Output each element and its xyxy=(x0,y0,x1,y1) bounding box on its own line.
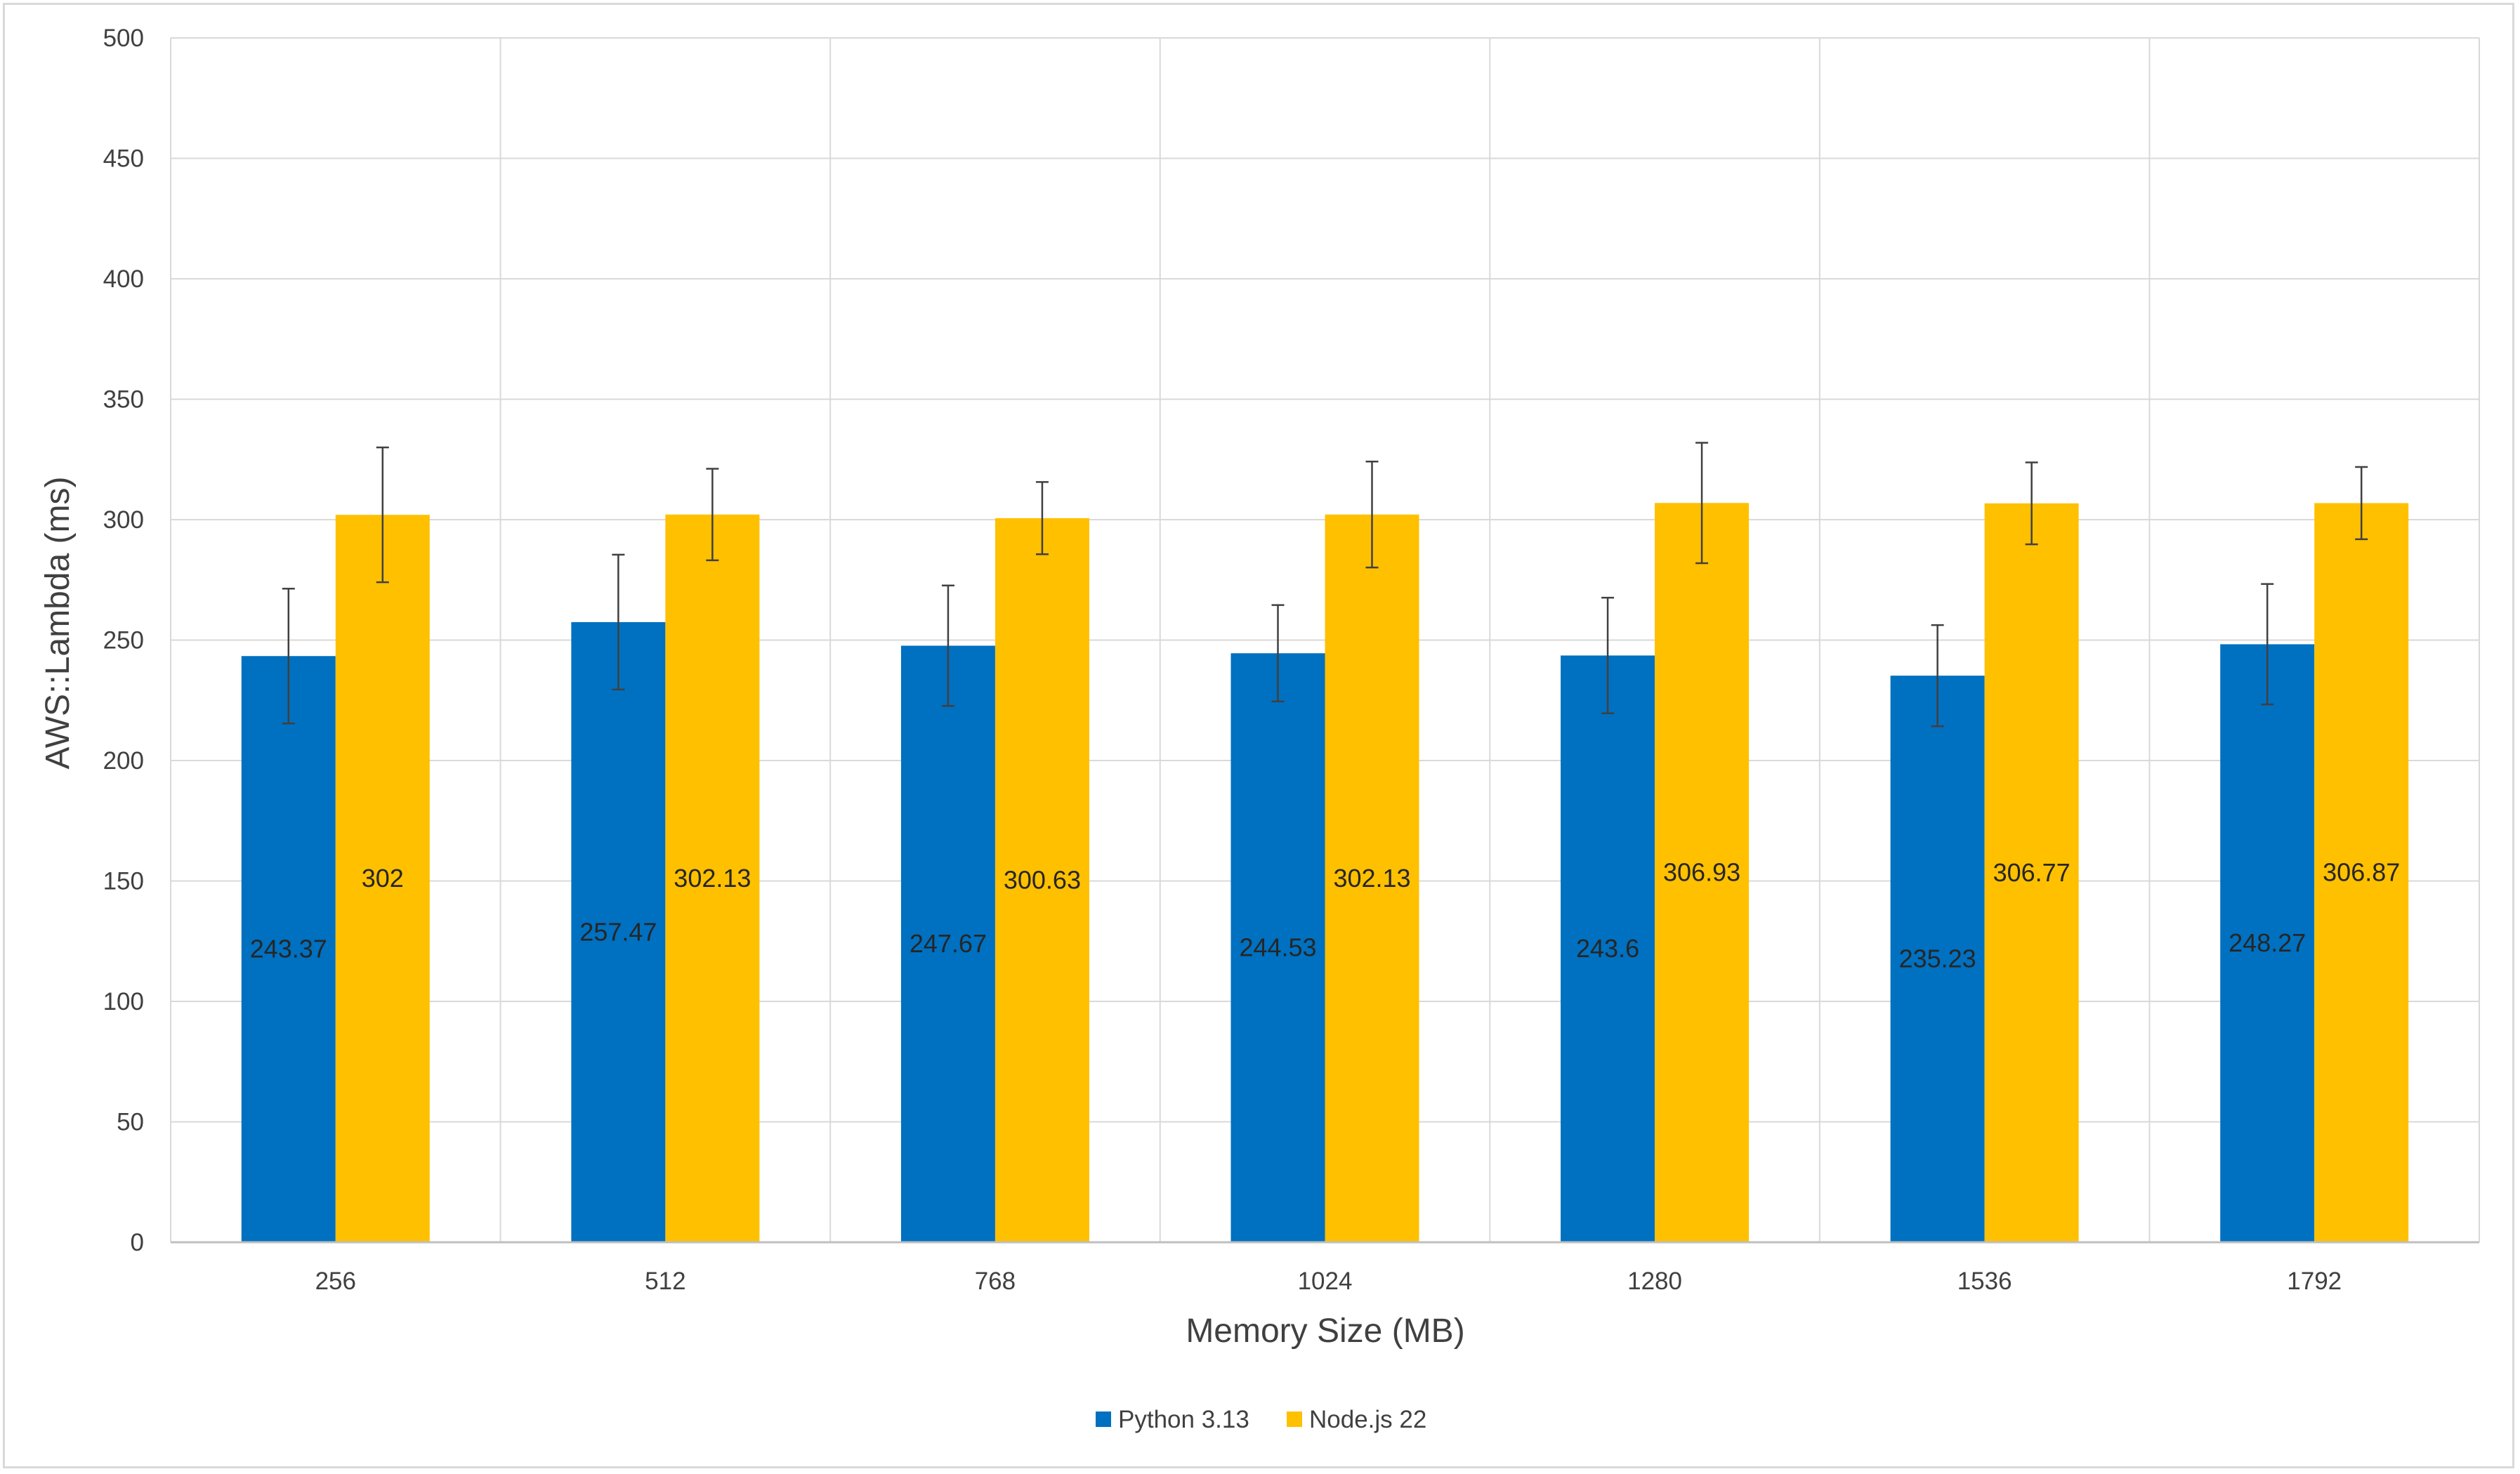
y-axis-title: AWS::Lambda (ms) xyxy=(39,477,77,770)
x-tick-label: 1280 xyxy=(1627,1268,1682,1295)
bar xyxy=(2220,644,2315,1242)
data-label: 257.47 xyxy=(579,917,657,946)
axes: 0 50 100 150 200 250 300 350 400 450 500 256 512 768 1… xyxy=(103,25,2479,1295)
gridlines xyxy=(170,37,2480,1242)
bar xyxy=(1890,676,1985,1242)
bar xyxy=(241,656,336,1242)
y-tick-label: 350 xyxy=(103,386,144,414)
y-tick-label: 300 xyxy=(103,506,144,534)
legend-label-python: Python 3.13 xyxy=(1118,1406,1249,1433)
bar xyxy=(1655,503,1750,1242)
data-label: 300.63 xyxy=(1004,865,1081,894)
legend-swatch-nodejs xyxy=(1287,1412,1302,1427)
x-tick-label: 1792 xyxy=(2287,1268,2342,1295)
bar xyxy=(900,645,995,1242)
data-label: 306.87 xyxy=(2323,858,2400,887)
data-label: 302 xyxy=(362,864,404,893)
y-tick-label: 250 xyxy=(103,627,144,654)
bar xyxy=(2314,503,2409,1242)
error-bars xyxy=(282,442,2368,728)
data-label: 302.13 xyxy=(1333,864,1410,893)
data-labels: 243.37 257.47 247.67 244.53 243.6 235.23 248.2… xyxy=(250,858,2401,973)
y-tick-label: 150 xyxy=(103,868,144,895)
x-tick-label: 1536 xyxy=(1957,1268,2012,1295)
data-label: 243.37 xyxy=(250,935,327,963)
y-tick-label: 450 xyxy=(103,145,144,173)
bar xyxy=(335,515,430,1242)
data-label: 244.53 xyxy=(1239,933,1316,962)
y-tick-label: 0 xyxy=(131,1229,144,1256)
legend-label-nodejs: Node.js 22 xyxy=(1309,1406,1426,1433)
data-label: 247.67 xyxy=(910,929,987,958)
data-label: 302.13 xyxy=(674,864,751,893)
data-label: 306.77 xyxy=(1993,858,2071,887)
y-tick-label: 100 xyxy=(103,988,144,1015)
data-label: 306.93 xyxy=(1663,858,1740,887)
bars xyxy=(241,503,2409,1243)
x-tick-label: 768 xyxy=(975,1268,1016,1295)
x-axis-title: Memory Size (MB) xyxy=(1186,1312,1464,1350)
legend: Python 3.13 Node.js 22 xyxy=(1096,1406,1426,1433)
legend-swatch-python xyxy=(1096,1412,1111,1427)
bar xyxy=(571,621,666,1242)
y-tick-label: 200 xyxy=(103,747,144,775)
y-tick-label: 500 xyxy=(103,25,144,52)
bar xyxy=(665,514,760,1242)
data-label: 235.23 xyxy=(1899,945,1976,973)
x-tick-label: 512 xyxy=(645,1268,685,1295)
data-label: 248.27 xyxy=(2229,928,2306,957)
x-tick-label: 1024 xyxy=(1298,1268,1353,1295)
bar xyxy=(1231,653,1325,1242)
x-tick-label: 256 xyxy=(315,1268,356,1295)
y-tick-label: 50 xyxy=(117,1109,144,1136)
data-label: 243.6 xyxy=(1576,934,1639,963)
bar xyxy=(995,518,1089,1242)
bar xyxy=(1984,503,2079,1243)
bar xyxy=(1561,655,1655,1242)
y-tick-label: 400 xyxy=(103,265,144,293)
bar xyxy=(1325,514,1419,1242)
